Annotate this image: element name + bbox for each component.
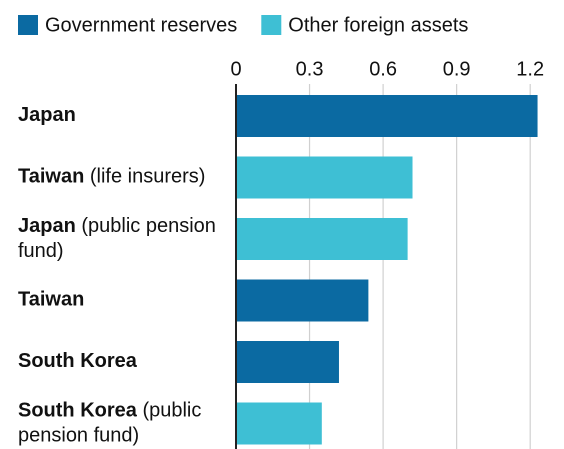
category-name: Japan [18, 215, 76, 237]
category-label: fund) [18, 240, 64, 262]
x-tick-label: 0.3 [296, 58, 324, 80]
x-tick-label: 0 [230, 58, 241, 80]
bar [236, 279, 369, 322]
category-name: Taiwan [18, 289, 84, 311]
category-name: Taiwan [18, 166, 84, 188]
category-label: Taiwan [18, 289, 84, 311]
bar [236, 402, 322, 445]
category-name: Japan [18, 104, 76, 126]
category-label: Japan [18, 104, 76, 126]
category-note: (public pension [76, 215, 216, 237]
category-label: pension fund) [18, 425, 139, 447]
category-note: pension fund) [18, 425, 139, 447]
legend-label: Other foreign assets [288, 14, 468, 36]
legend-swatch [261, 15, 282, 35]
bar [236, 341, 339, 383]
category-label: Taiwan (life insurers) [18, 166, 205, 188]
category-label: Japan (public pension [18, 215, 216, 237]
category-note: (public [137, 400, 201, 422]
category-note: fund) [18, 240, 64, 262]
x-tick-label: 0.6 [369, 58, 397, 80]
category-name: South Korea [18, 350, 138, 372]
legend-swatch [18, 15, 38, 35]
bar [236, 95, 538, 137]
bar [236, 156, 413, 199]
category-name: South Korea [18, 400, 138, 422]
bar [236, 218, 408, 260]
x-tick-label: 1.2 [516, 58, 544, 80]
category-label: South Korea (public [18, 400, 201, 422]
legend-label: Government reserves [45, 14, 237, 36]
category-note: (life insurers) [84, 166, 205, 188]
x-tick-label: 0.9 [443, 58, 471, 80]
category-label: South Korea [18, 350, 138, 372]
